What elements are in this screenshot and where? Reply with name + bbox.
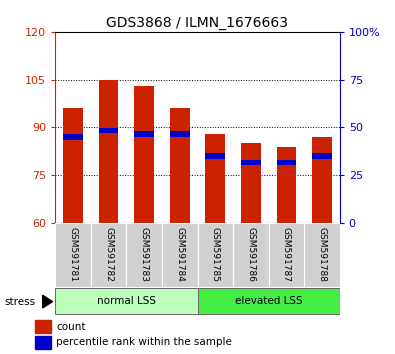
Bar xyxy=(241,143,261,223)
Bar xyxy=(198,223,233,287)
Bar xyxy=(134,131,154,137)
Bar xyxy=(63,134,83,140)
Text: GSM591787: GSM591787 xyxy=(282,227,291,282)
Bar xyxy=(63,108,83,223)
Text: stress: stress xyxy=(4,297,35,307)
Bar xyxy=(134,86,154,223)
Bar xyxy=(205,134,225,223)
Bar xyxy=(99,128,118,133)
Bar xyxy=(269,223,304,287)
Bar xyxy=(276,160,296,165)
Text: GSM591782: GSM591782 xyxy=(104,227,113,282)
Text: elevated LSS: elevated LSS xyxy=(235,296,303,306)
Text: GSM591786: GSM591786 xyxy=(246,227,255,282)
Polygon shape xyxy=(43,295,53,308)
Text: GSM591783: GSM591783 xyxy=(140,227,149,282)
Text: GSM591781: GSM591781 xyxy=(69,227,77,282)
Text: GSM591784: GSM591784 xyxy=(175,227,184,282)
Bar xyxy=(205,153,225,159)
Text: GSM591785: GSM591785 xyxy=(211,227,220,282)
Bar xyxy=(55,288,198,314)
Bar xyxy=(91,223,126,287)
Text: percentile rank within the sample: percentile rank within the sample xyxy=(56,337,232,348)
Bar xyxy=(55,223,91,287)
Bar xyxy=(312,153,332,159)
Bar xyxy=(276,147,296,223)
Bar xyxy=(35,336,51,349)
Bar xyxy=(233,223,269,287)
Bar xyxy=(126,223,162,287)
Bar xyxy=(241,160,261,165)
Bar xyxy=(198,288,340,314)
Bar xyxy=(170,108,190,223)
Text: GSM591788: GSM591788 xyxy=(318,227,326,282)
Text: normal LSS: normal LSS xyxy=(97,296,156,306)
Bar xyxy=(35,320,51,333)
Bar xyxy=(312,137,332,223)
Bar xyxy=(170,131,190,137)
Text: GDS3868 / ILMN_1676663: GDS3868 / ILMN_1676663 xyxy=(107,16,288,30)
Bar xyxy=(304,223,340,287)
Bar xyxy=(99,80,118,223)
Bar xyxy=(162,223,198,287)
Text: count: count xyxy=(56,321,85,332)
